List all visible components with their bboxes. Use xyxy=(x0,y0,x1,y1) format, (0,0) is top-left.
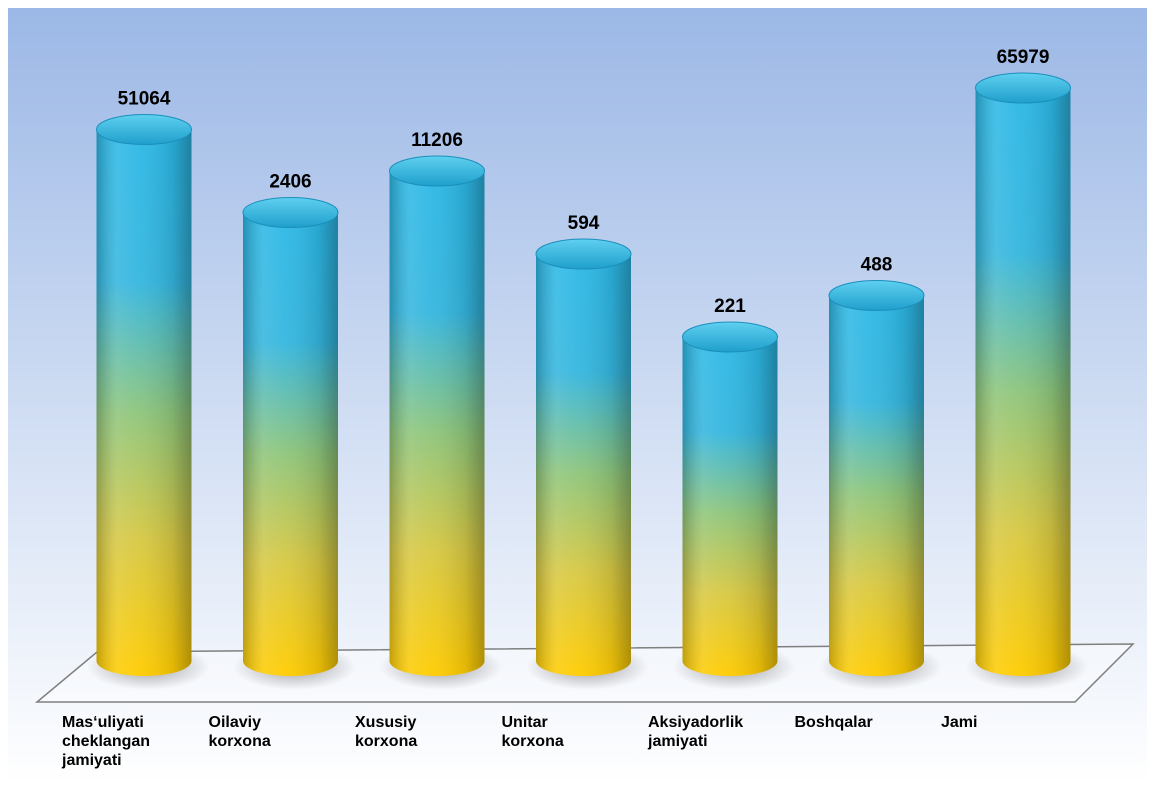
bar xyxy=(86,114,210,690)
category-label: Mas‘uliyati cheklangan jamiyati xyxy=(61,714,150,769)
data-label: 594 xyxy=(568,213,600,234)
category-label: Jami xyxy=(941,714,977,731)
bar-cap xyxy=(682,321,778,353)
bar-cap xyxy=(975,72,1071,104)
bar xyxy=(379,155,503,690)
bar xyxy=(233,197,356,690)
bar-shading xyxy=(243,212,338,677)
category-label: Xususiy korxona xyxy=(355,714,417,750)
bar-cap xyxy=(96,114,192,145)
bar-shading xyxy=(536,254,631,677)
bar-cap xyxy=(389,155,485,187)
data-label: 221 xyxy=(714,296,746,317)
category-label: Oilaviy korxona xyxy=(209,714,271,750)
data-label: 488 xyxy=(861,255,893,276)
bar-shading xyxy=(829,295,924,677)
bar-shading xyxy=(389,171,485,677)
category-label: Aksiyadorlik jamiyati xyxy=(647,714,743,750)
bar-shading xyxy=(975,88,1071,677)
bar-shading xyxy=(96,129,192,677)
data-label: 65979 xyxy=(997,47,1050,68)
data-label: 51064 xyxy=(118,89,171,110)
data-label: 2406 xyxy=(269,172,311,193)
bar xyxy=(526,238,649,690)
bar-cap xyxy=(535,238,632,270)
bars-layer xyxy=(86,72,1089,690)
bar-shading xyxy=(682,337,778,677)
bar xyxy=(965,72,1089,690)
bar xyxy=(819,280,942,690)
category-label: Boshqalar xyxy=(795,714,873,731)
category-label: Unitar korxona xyxy=(502,714,564,750)
data-label: 11206 xyxy=(411,130,463,151)
labels-layer: 51064 Mas‘uliyati cheklangan jamiyati 2406 Oi… xyxy=(61,47,1049,769)
bar xyxy=(672,321,796,690)
bar-cap xyxy=(242,197,339,228)
bar-cap xyxy=(828,280,925,311)
